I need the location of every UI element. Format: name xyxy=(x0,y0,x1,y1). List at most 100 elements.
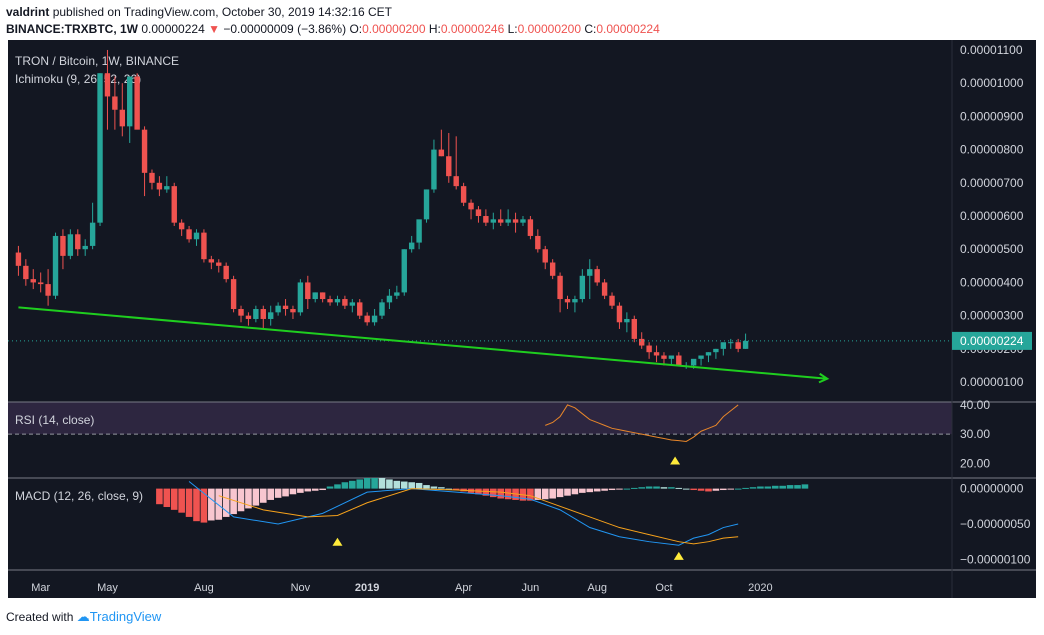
symbol-label: BINANCE:TRXBTC, 1W xyxy=(6,22,138,36)
candle-body xyxy=(742,340,749,349)
candle-body xyxy=(75,234,81,250)
tradingview-brand[interactable]: TradingView xyxy=(89,609,162,624)
macd-hist-bar xyxy=(534,488,542,500)
candle-body xyxy=(438,149,445,157)
time-tick-label: Mar xyxy=(31,582,50,594)
candle-body xyxy=(23,265,29,280)
candle-body xyxy=(290,309,296,313)
candle-body xyxy=(216,262,222,266)
price-tick-label: 0.00000700 xyxy=(960,176,1024,190)
macd-hist-bar xyxy=(638,487,645,489)
macd-hist-bar xyxy=(193,488,200,522)
candle-body xyxy=(661,355,667,359)
macd-hist-bar xyxy=(371,478,378,489)
tradingview-logo-icon[interactable]: ☁ xyxy=(76,609,90,624)
macd-hist-bar xyxy=(608,488,616,491)
candle-body xyxy=(67,234,74,256)
macd-hist-bar xyxy=(185,488,193,517)
macd-hist-bar xyxy=(801,484,809,489)
candle-body xyxy=(164,186,170,190)
macd-hist-bar xyxy=(697,488,705,491)
macd-hist-bar xyxy=(645,486,653,489)
author-name[interactable]: valdrint xyxy=(6,5,50,19)
macd-hist-bar xyxy=(630,487,638,489)
candle-body xyxy=(468,202,474,210)
candle-body xyxy=(201,232,207,260)
candle-body xyxy=(112,96,118,110)
candle-body xyxy=(371,315,378,323)
macd-tick-label: −0.00000050 xyxy=(960,517,1031,531)
rsi-pane-title: RSI (14, close) xyxy=(15,413,94,427)
candle-body xyxy=(379,302,385,316)
candle-body xyxy=(535,235,541,250)
macd-tick-label: −0.00000100 xyxy=(960,552,1031,566)
rsi-band xyxy=(8,402,952,435)
candle-body xyxy=(490,219,496,223)
ohlc-line: BINANCE:TRXBTC, 1W 0.00000224 ▼ −0.00000… xyxy=(6,22,660,36)
candle-body xyxy=(423,189,430,220)
macd-hist-bar xyxy=(712,488,720,491)
time-tick-label: Apr xyxy=(455,582,472,594)
candle-body xyxy=(431,149,437,190)
macd-hist-bar xyxy=(749,487,757,489)
macd-hist-bar xyxy=(267,488,274,500)
candle-body xyxy=(119,109,125,127)
time-tick-label: Aug xyxy=(194,582,214,594)
low-value: 0.00000200 xyxy=(517,22,582,36)
candle-body xyxy=(416,219,422,243)
macd-hist-bar xyxy=(215,488,223,520)
macd-hist-bar xyxy=(734,488,742,490)
last-price-value: 0.00000224 xyxy=(141,22,205,36)
macd-hist-bar xyxy=(564,488,571,496)
macd-hist-bar xyxy=(549,488,556,499)
macd-hist-bar xyxy=(490,488,497,498)
candle-body xyxy=(15,252,22,266)
macd-hist-bar xyxy=(400,481,408,489)
price-tick-label: 0.00000300 xyxy=(960,309,1024,323)
price-tick-label: 0.00000100 xyxy=(960,375,1024,389)
macd-hist-bar xyxy=(274,488,282,498)
rsi-tick-label: 40.00 xyxy=(960,398,990,412)
macd-hist-bar xyxy=(556,488,564,498)
time-tick-label: Nov xyxy=(291,582,311,594)
macd-hist-bar xyxy=(504,488,512,500)
macd-hist-bar xyxy=(408,482,415,489)
candle-body xyxy=(52,235,59,296)
candle-body xyxy=(89,222,96,246)
macd-hist-bar xyxy=(252,488,260,506)
macd-hist-bar xyxy=(452,488,460,491)
candle-body xyxy=(498,219,504,223)
candle-body xyxy=(446,156,452,177)
macd-hist-bar xyxy=(593,488,601,492)
candle-body xyxy=(357,302,363,316)
macd-hist-bar xyxy=(393,480,401,489)
candle-body xyxy=(587,269,593,276)
open-label: O: xyxy=(349,22,363,36)
candle-body xyxy=(453,176,459,187)
close-value: 0.00000224 xyxy=(596,22,660,36)
price-pane-title: TRON / Bitcoin, 1W, BINANCE xyxy=(15,54,179,68)
macd-hist-bar xyxy=(771,485,779,489)
macd-hist-bar xyxy=(245,488,252,509)
macd-hist-bar xyxy=(527,488,534,501)
open-value: 0.00000200 xyxy=(362,22,426,36)
candle-body xyxy=(564,299,571,303)
chart-background xyxy=(8,40,1036,598)
rsi-tick-label: 30.00 xyxy=(960,427,990,441)
macd-hist-bar xyxy=(779,485,786,489)
candle-body xyxy=(268,312,274,319)
candle-body xyxy=(327,299,333,303)
created-with-text: Created with xyxy=(6,610,74,624)
macd-hist-bar xyxy=(579,488,586,493)
macd-hist-bar xyxy=(297,488,304,493)
rsi-tick-label: 20.00 xyxy=(960,456,990,470)
macd-hist-bar xyxy=(282,488,289,497)
candle-body xyxy=(713,348,719,353)
candle-body xyxy=(245,315,252,319)
candle-body xyxy=(542,249,548,263)
candle-body xyxy=(394,292,400,296)
macd-hist-bar xyxy=(720,488,727,491)
candle-body xyxy=(134,76,140,130)
macd-hist-bar xyxy=(222,488,230,517)
